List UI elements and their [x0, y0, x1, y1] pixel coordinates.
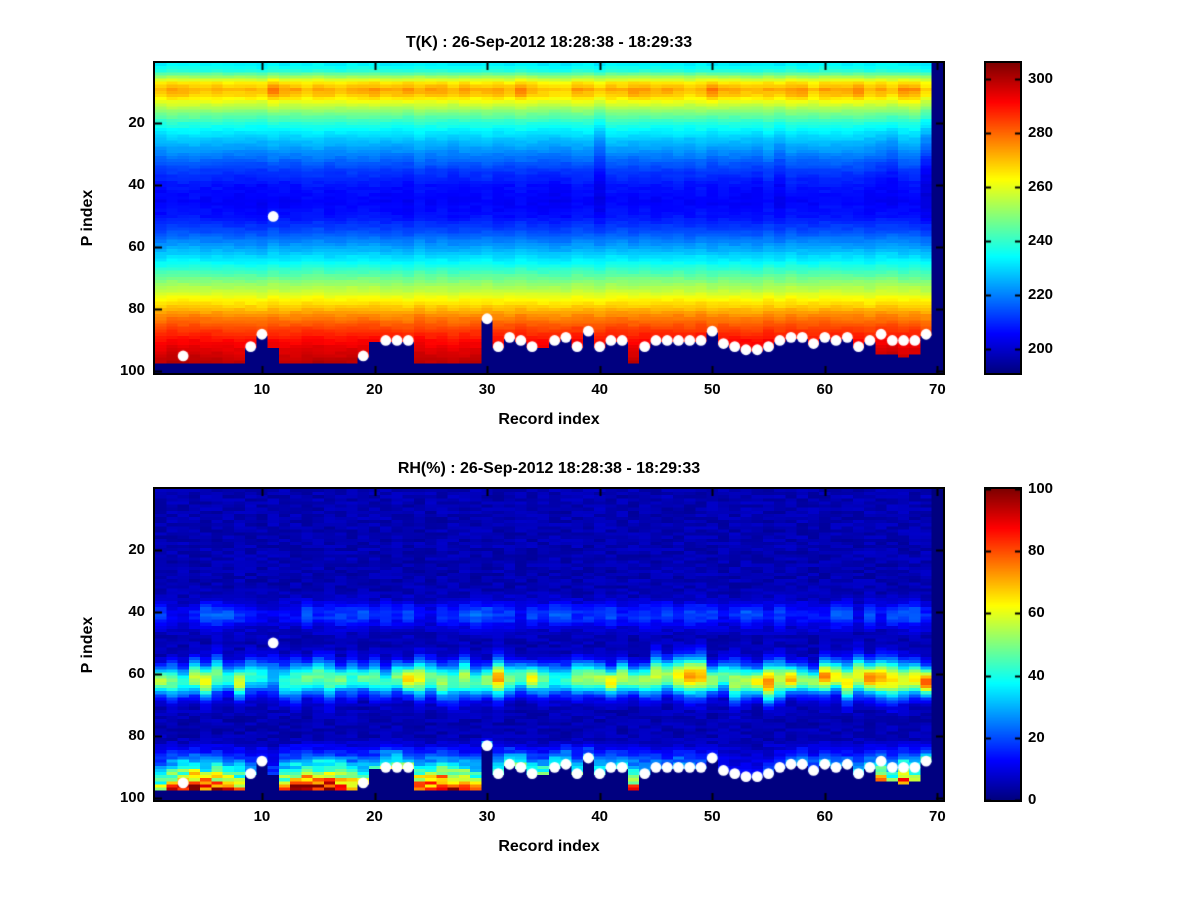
- x-tick-label: 60: [816, 381, 834, 398]
- x-tick-label: 40: [591, 381, 608, 398]
- colorbar-tick-label: 20: [1028, 728, 1045, 746]
- y-tick-label: 40: [128, 176, 145, 194]
- colorbar-tick-label: 260: [1028, 178, 1054, 195]
- x-tick-label: 50: [703, 381, 721, 398]
- temperature-colorbar: [984, 61, 1022, 375]
- y-tick-label: 100: [119, 789, 145, 807]
- temperature-x-axis-label: Record index: [498, 411, 600, 428]
- x-tick-label: 20: [366, 381, 383, 398]
- humidity-dot-overlay-canvas: [155, 489, 943, 800]
- x-tick-label: 20: [366, 808, 383, 825]
- colorbar-tick-label: 300: [1028, 70, 1054, 88]
- colorbar-tick-label: 80: [1028, 542, 1045, 560]
- temperature-dot-overlay-canvas: [155, 63, 943, 373]
- x-tick-label: 70: [929, 808, 946, 825]
- colorbar-tick-label: 280: [1028, 124, 1054, 142]
- y-tick-label: 60: [128, 238, 145, 256]
- humidity-x-axis-label: Record index: [498, 838, 600, 855]
- temperature-y-axis-label: P index: [79, 189, 96, 247]
- colorbar-tick-label: 0: [1028, 791, 1037, 808]
- y-tick-label: 20: [128, 114, 145, 132]
- temperature-plot-title: T(K) : 26-Sep-2012 18:28:38 - 18:29:33: [405, 34, 693, 51]
- y-tick-label: 60: [128, 665, 145, 683]
- colorbar-tick-label: 240: [1028, 231, 1054, 249]
- humidity-plot-axes: [153, 487, 945, 802]
- y-tick-label: 40: [128, 602, 145, 620]
- colorbar-tick-label: 100: [1028, 480, 1054, 497]
- temperature-plot-axes: [153, 61, 945, 375]
- x-tick-label: 40: [591, 808, 608, 825]
- humidity-colorbar: [984, 487, 1022, 802]
- y-tick-label: 20: [128, 540, 145, 558]
- humidity-y-axis-label: P index: [79, 616, 96, 673]
- x-tick-label: 30: [478, 808, 496, 825]
- temperature-colorbar-canvas: [986, 63, 1020, 373]
- colorbar-tick-label: 200: [1028, 339, 1054, 357]
- x-tick-label: 60: [816, 808, 834, 825]
- x-tick-label: 30: [478, 381, 496, 398]
- x-tick-label: 10: [253, 808, 271, 825]
- y-tick-label: 80: [128, 300, 145, 318]
- x-tick-label: 70: [929, 381, 946, 398]
- colorbar-tick-label: 60: [1028, 604, 1045, 622]
- x-tick-label: 10: [253, 381, 271, 398]
- humidity-colorbar-canvas: [986, 489, 1020, 800]
- colorbar-tick-label: 40: [1028, 666, 1045, 684]
- y-tick-label: 80: [128, 727, 145, 745]
- colorbar-tick-label: 220: [1028, 285, 1054, 303]
- y-tick-label: 100: [119, 362, 145, 380]
- humidity-plot-title: RH(%) : 26-Sep-2012 18:28:38 - 18:29:33: [397, 460, 701, 477]
- x-tick-label: 50: [703, 808, 721, 825]
